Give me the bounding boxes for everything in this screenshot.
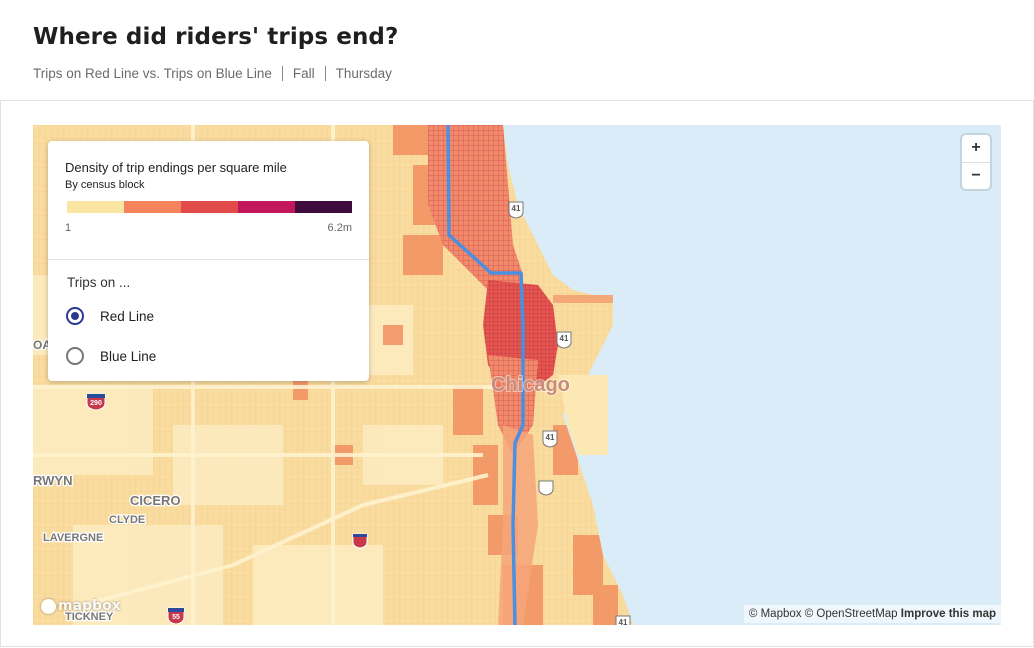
city-label: Chicago — [491, 374, 570, 396]
radio-button[interactable] — [66, 347, 84, 365]
shield-label: 41 — [619, 618, 628, 625]
header: Where did riders' trips end? Trips on Re… — [0, 0, 1034, 101]
radio-blue-line[interactable]: Blue Line — [66, 347, 156, 365]
ramp-swatch — [181, 201, 238, 213]
place-label-oak-park: OA — [33, 338, 51, 352]
divider — [48, 259, 369, 260]
divider — [281, 66, 283, 81]
zoom-out-button[interactable]: − — [971, 167, 981, 184]
improve-map-link[interactable]: Improve this map — [900, 608, 996, 620]
interstate-shield-icon: 55 — [167, 607, 185, 625]
navy-pier — [553, 295, 613, 303]
map-attribution: © Mapbox © OpenStreetMap Improve this ma… — [743, 605, 1001, 623]
radio-button[interactable] — [66, 307, 84, 325]
shield-label: 55 — [172, 614, 180, 621]
ramp-swatch — [238, 201, 295, 213]
filter-comparison: Trips on Red Line vs. Trips on Blue Line — [33, 66, 272, 81]
place-label-cicero: CICERO — [130, 493, 181, 508]
south-corridor — [498, 425, 538, 625]
route-shields: 41 41 41 41 290 55 — [86, 201, 631, 625]
south-loop-area — [488, 355, 538, 455]
ramp-swatch — [295, 201, 352, 213]
shield-label: 41 — [546, 433, 555, 442]
trips-on-label: Trips on ... — [67, 275, 131, 290]
place-label-stickney: TICKNEY — [65, 611, 114, 623]
us-route-shield-icon: 41 — [542, 430, 558, 448]
us-route-shield-icon: 41 — [556, 331, 572, 349]
us-route-shield-icon: 41 — [508, 201, 524, 219]
legend-max-label: 6.2m — [327, 222, 352, 234]
color-ramp — [67, 201, 352, 213]
museum-campus — [558, 375, 608, 455]
interstate-shield-icon — [538, 480, 554, 496]
place-label-berwyn: RWYN — [33, 473, 72, 488]
rail-route-line — [446, 125, 525, 625]
radio-label: Red Line — [100, 308, 155, 324]
place-label-clyde: CLYDE — [109, 514, 145, 526]
ramp-swatch — [124, 201, 181, 213]
attribution-osm-link[interactable]: © OpenStreetMap — [804, 608, 898, 620]
zoom-control: + − — [962, 135, 990, 189]
attribution-mapbox-link[interactable]: © Mapbox — [748, 608, 802, 620]
shield-label: 41 — [560, 334, 569, 343]
filter-day: Thursday — [335, 66, 392, 81]
north-dense-area — [428, 125, 523, 305]
radio-label: Blue Line — [100, 348, 157, 364]
page-title: Where did riders' trips end? — [33, 24, 399, 50]
legend-min-label: 1 — [65, 222, 72, 234]
ramp-swatch — [67, 201, 124, 213]
legend-panel: Density of trip endings per square mile … — [48, 141, 369, 381]
place-label-lavergne: LAVERGNE — [43, 532, 103, 544]
mapbox-logo[interactable]: mapbox — [41, 598, 121, 614]
mapbox-logo-text: mapbox — [58, 598, 121, 614]
divider — [324, 66, 326, 81]
filter-summary: Trips on Red Line vs. Trips on Blue Line… — [33, 66, 392, 81]
zoom-in-button[interactable]: + — [962, 135, 990, 163]
interstate-shield-icon — [352, 533, 368, 549]
shield-label: 290 — [90, 400, 102, 407]
us-route-shield-icon: 41 — [615, 615, 631, 625]
place-labels: Chicago CICERO CLYDE LAVERGNE RWYN OA TI… — [33, 337, 571, 625]
mapbox-logo-icon — [41, 598, 56, 614]
lake-michigan — [503, 125, 1001, 625]
legend-title: Density of trip endings per square mile — [65, 160, 287, 175]
legend-subtitle: By census block — [65, 179, 145, 191]
radio-red-line[interactable]: Red Line — [66, 307, 154, 325]
shield-label: 41 — [512, 204, 521, 213]
interstate-shield-icon: 290 — [86, 393, 106, 411]
filter-season: Fall — [292, 66, 315, 81]
